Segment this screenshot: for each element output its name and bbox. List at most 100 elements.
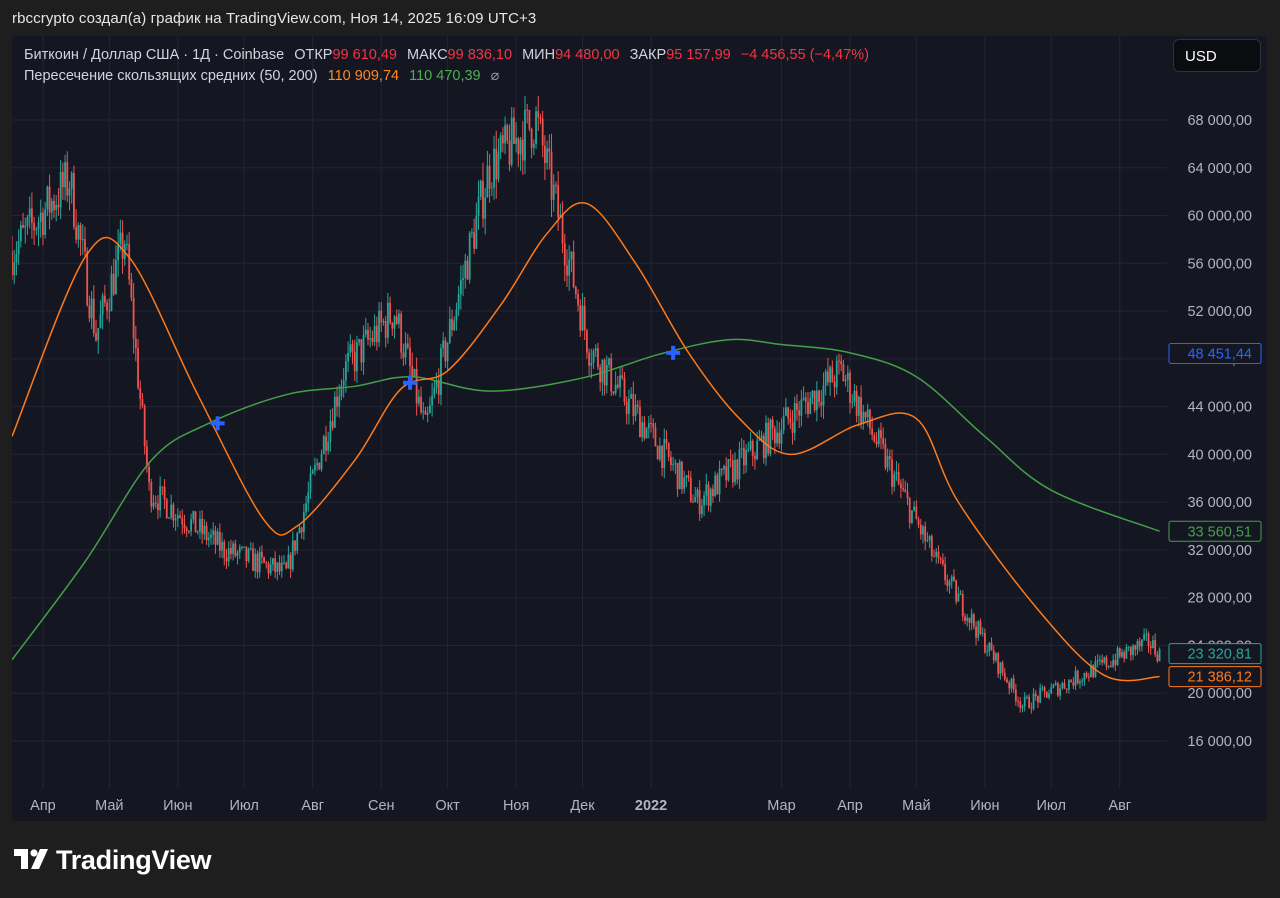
candle-body xyxy=(765,422,767,458)
candle-body xyxy=(1149,645,1152,648)
candle-body xyxy=(521,139,524,161)
candle-body xyxy=(1138,641,1141,647)
candle-body xyxy=(619,375,621,388)
candle-body xyxy=(995,653,997,661)
candle-body xyxy=(833,382,836,388)
candle-body xyxy=(917,519,920,525)
ma200-layer xyxy=(12,338,1160,661)
change-value: −4 456,55 (−4,47%) xyxy=(740,47,869,63)
candle-body xyxy=(1143,634,1145,640)
candle-body xyxy=(333,396,336,428)
candle-body xyxy=(904,489,907,492)
candle-body xyxy=(422,410,425,413)
candle-body xyxy=(61,171,64,188)
candle-body xyxy=(311,470,314,474)
candle-body xyxy=(453,320,456,331)
candle-body xyxy=(117,243,120,261)
candle-body xyxy=(300,527,303,533)
candle-body xyxy=(1008,682,1011,689)
candle-body xyxy=(718,468,721,495)
candle-body xyxy=(908,498,911,523)
candle-body xyxy=(831,367,834,383)
candle-body xyxy=(1123,652,1126,659)
candle-body xyxy=(687,475,690,478)
candle-body xyxy=(471,232,473,234)
candle-body xyxy=(964,616,966,621)
candle-body xyxy=(961,593,964,617)
candle-body xyxy=(440,348,442,395)
candle-body xyxy=(1112,660,1115,667)
candle-body xyxy=(561,214,564,244)
y-tick-label: 20 000,00 xyxy=(1187,686,1252,702)
candle-body xyxy=(601,359,604,383)
candle-body xyxy=(605,365,608,386)
candle-body xyxy=(628,398,630,414)
candle-body xyxy=(851,401,854,403)
candle-body xyxy=(926,540,929,542)
x-tick-label: Апр xyxy=(837,798,863,814)
candle-body xyxy=(913,506,916,511)
candle-body xyxy=(203,525,206,535)
candle-body xyxy=(429,405,431,414)
x-tick-label: Май xyxy=(902,798,930,814)
candle-body xyxy=(592,350,595,363)
candle-body xyxy=(621,375,624,378)
candle-body xyxy=(1041,687,1044,689)
candle-body xyxy=(459,279,462,295)
candle-body xyxy=(269,564,272,574)
candle-body xyxy=(696,489,699,498)
symbol-title[interactable]: Биткоин / Доллар США · 1Д · Coinbase xyxy=(24,47,285,63)
candle-body xyxy=(683,477,686,489)
visibility-icon[interactable]: ⌀ xyxy=(490,68,500,84)
candle-body xyxy=(479,180,482,197)
candle-body xyxy=(782,415,785,430)
candle-body xyxy=(1032,693,1035,709)
candle-body xyxy=(506,125,509,141)
price-label: 33 560,51 xyxy=(1168,520,1262,542)
candle-body xyxy=(356,342,358,372)
candle-body xyxy=(1052,684,1055,688)
y-tick-label: 40 000,00 xyxy=(1187,447,1252,463)
candle-body xyxy=(252,548,254,571)
candle-body xyxy=(731,460,734,483)
candle-body xyxy=(780,429,783,444)
currency-button[interactable]: USD xyxy=(1173,39,1261,72)
indicator-name[interactable]: Пересечение скользящих средних (50, 200) xyxy=(24,68,318,84)
candle-body xyxy=(813,390,816,411)
candle-body xyxy=(199,518,201,532)
y-tick-label: 16 000,00 xyxy=(1187,734,1252,750)
candle-body xyxy=(488,165,491,189)
candle-body xyxy=(981,632,984,634)
price-label: 23 320,81 xyxy=(1168,643,1262,665)
candle-body xyxy=(888,456,891,460)
candle-body xyxy=(977,621,980,638)
candle-body xyxy=(636,404,639,407)
candle-body xyxy=(796,403,798,410)
candle-body xyxy=(891,459,893,487)
candle-body xyxy=(736,459,739,480)
candle-body xyxy=(170,504,173,518)
candle-body xyxy=(707,484,710,506)
candle-body xyxy=(667,443,670,458)
candle-body xyxy=(263,557,265,563)
candle-body xyxy=(176,515,179,519)
candle-body xyxy=(451,319,453,331)
candle-body xyxy=(572,251,575,287)
price-label: 48 451,44 xyxy=(1168,342,1262,364)
candle-body xyxy=(473,232,476,249)
candle-body xyxy=(86,251,89,306)
candle-body xyxy=(121,232,124,259)
candle-body xyxy=(398,313,400,324)
candle-body xyxy=(776,432,778,444)
candle-body xyxy=(161,486,164,488)
candle-body xyxy=(983,632,986,653)
candle-body xyxy=(723,466,725,470)
candle-body xyxy=(75,227,78,240)
candle-body xyxy=(1061,683,1064,689)
x-tick-label: Авг xyxy=(301,798,324,814)
candle-body xyxy=(714,475,717,497)
candle-body xyxy=(590,362,593,366)
ma200-line xyxy=(12,338,1160,661)
